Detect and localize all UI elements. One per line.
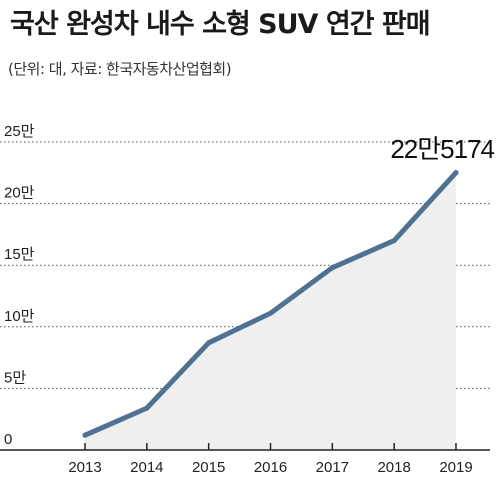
x-tick-label: 2015 <box>192 459 225 476</box>
y-tick-label: 15만 <box>4 246 35 263</box>
data-point <box>391 238 397 244</box>
x-tick-label: 2016 <box>254 459 287 476</box>
data-point <box>144 405 150 411</box>
value-annotation: 22만5174 <box>390 134 494 164</box>
area-fill <box>85 172 456 450</box>
chart-title: 국산 완성차 내수 소형 SUV 연간 판매 <box>10 9 431 40</box>
x-tick-label: 2018 <box>377 459 410 476</box>
y-tick-label: 10만 <box>4 308 35 325</box>
y-tick-label: 0 <box>4 431 12 448</box>
y-tick-label: 5만 <box>4 369 26 386</box>
data-point <box>329 265 335 271</box>
x-tick-label: 2019 <box>439 459 472 476</box>
y-tick-label: 20만 <box>4 185 35 202</box>
data-point <box>82 432 88 438</box>
x-tick-label: 2013 <box>68 459 101 476</box>
y-tick-label: 25만 <box>4 123 35 140</box>
chart-subtitle: (단위: 대, 자료: 한국자동차산업협회) <box>8 60 232 78</box>
data-point <box>206 340 212 346</box>
data-point <box>453 170 459 176</box>
x-tick-label: 2014 <box>130 459 163 476</box>
data-point <box>268 310 273 316</box>
x-tick-label: 2017 <box>316 459 349 476</box>
